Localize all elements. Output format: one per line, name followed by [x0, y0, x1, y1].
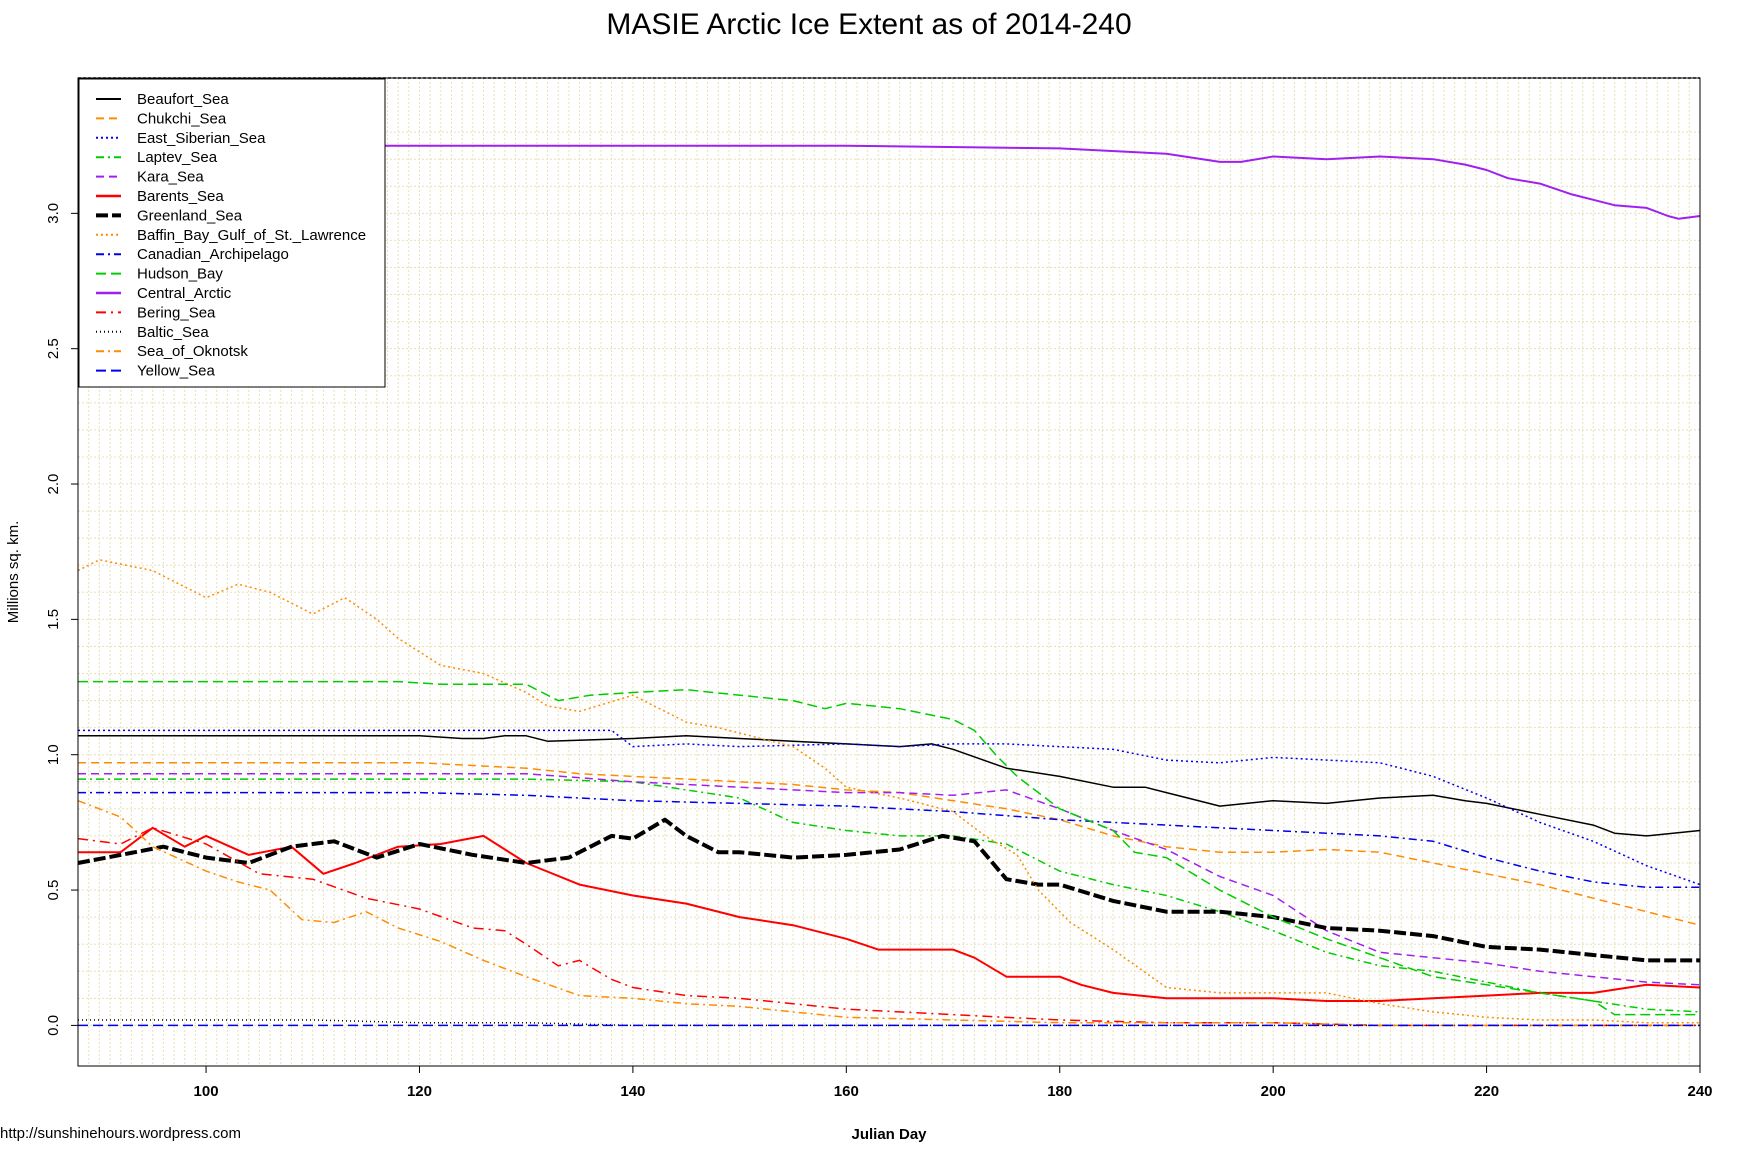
- series-line-east-siberian-sea: [78, 729, 1701, 886]
- legend-label: Laptev_Sea: [137, 149, 218, 166]
- legend-label: Chukchi_Sea: [137, 110, 227, 127]
- series-line-kara-sea: [78, 772, 1701, 986]
- x-tick-label: 220: [1474, 1083, 1499, 1100]
- legend-label: Beaufort_Sea: [137, 91, 229, 108]
- series-line-central-arctic: [77, 144, 1701, 220]
- source-link[interactable]: http://sunshinehours.wordpress.com: [0, 1125, 241, 1142]
- x-axis: 100 120 140 160 180 200 220 240: [194, 1065, 1713, 1100]
- series-line-chukchi-sea: [78, 762, 1701, 926]
- grid: [78, 77, 1701, 1066]
- legend: Beaufort_Sea Chukchi_Sea East_Siberian_Sea…: [78, 78, 386, 388]
- legend-label: Sea_of_Oknotsk: [137, 343, 248, 360]
- series-line-hudson-bay: [78, 680, 1700, 1016]
- y-tick-label: 0.5: [45, 880, 62, 901]
- legend-label: Yellow_Sea: [137, 363, 215, 380]
- x-tick-label: 100: [194, 1083, 219, 1100]
- y-axis: 0.0 0.5 1.0 1.5 2.0 2.5 3.0: [45, 203, 79, 1036]
- x-tick-label: 240: [1687, 1083, 1712, 1100]
- legend-label: Canadian_Archipelago: [137, 246, 289, 263]
- y-axis-label: Millions sq. km.: [5, 521, 22, 624]
- x-axis-label: Julian Day: [851, 1126, 927, 1143]
- y-tick-label: 2.5: [45, 338, 62, 359]
- x-tick-label: 160: [834, 1083, 859, 1100]
- legend-label: Kara_Sea: [137, 169, 204, 186]
- series-line-beaufort-sea: [78, 735, 1701, 837]
- series-line-sea-of-oknotsk: [77, 799, 1700, 1027]
- legend-label: Baltic_Sea: [137, 324, 209, 341]
- y-tick-label: 1.5: [45, 609, 62, 630]
- series-line-laptev-sea: [78, 778, 1701, 1013]
- legend-label: Hudson_Bay: [137, 266, 223, 283]
- legend-label: Bering_Sea: [137, 304, 216, 321]
- x-tick-label: 200: [1261, 1083, 1286, 1100]
- legend-label: Central_Arctic: [137, 285, 232, 302]
- chart-title: MASIE Arctic Ice Extent as of 2014-240: [606, 8, 1131, 41]
- y-tick-label: 2.0: [45, 474, 62, 495]
- x-tick-label: 140: [620, 1083, 645, 1100]
- legend-label: East_Siberian_Sea: [137, 130, 266, 147]
- series-line-barents-sea: [78, 826, 1701, 1002]
- series-line-bering-sea: [77, 827, 1700, 1027]
- y-tick-label: 1.0: [45, 744, 62, 765]
- series-lines: [77, 144, 1701, 1027]
- x-tick-label: 180: [1047, 1083, 1072, 1100]
- series-line-greenland-sea: [77, 817, 1700, 963]
- legend-label: Baffin_Bay_Gulf_of_St._Lawrence: [137, 227, 366, 244]
- legend-label: Greenland_Sea: [137, 207, 243, 224]
- series-line-baffin-bay-gulf-of-st-lawrence: [77, 559, 1700, 1024]
- y-tick-label: 0.0: [45, 1015, 62, 1036]
- y-tick-label: 3.0: [45, 203, 62, 224]
- legend-box: [78, 78, 386, 388]
- x-tick-label: 120: [407, 1083, 432, 1100]
- legend-label: Barents_Sea: [137, 188, 224, 205]
